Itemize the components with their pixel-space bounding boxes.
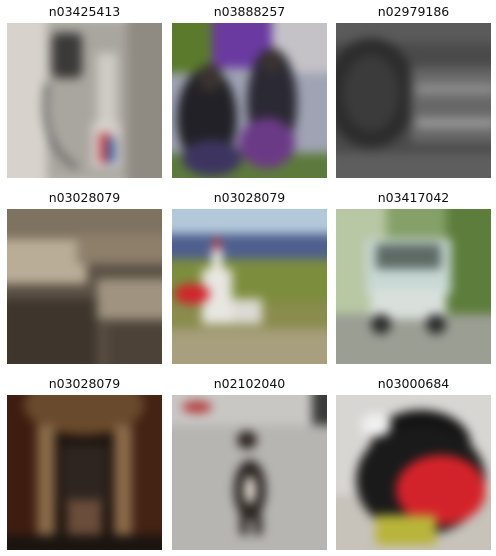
chainsaw-photo bbox=[336, 395, 491, 550]
church-interior-sepia-photo bbox=[7, 209, 162, 364]
tile-label: n03000684 bbox=[377, 376, 450, 391]
tile-label: n02102040 bbox=[213, 376, 286, 391]
tile-image bbox=[336, 209, 491, 364]
tile-image bbox=[7, 23, 162, 178]
dark-church-interior-photo bbox=[7, 395, 162, 550]
tile-image bbox=[172, 23, 327, 178]
tile-label: n03028079 bbox=[48, 190, 121, 205]
garbage-truck-photo bbox=[336, 209, 491, 364]
tile-image bbox=[172, 395, 327, 550]
dog-on-road-photo bbox=[172, 395, 327, 550]
cassette-player-photo bbox=[336, 23, 491, 178]
tile-label: n03417042 bbox=[377, 190, 450, 205]
tile-image bbox=[336, 395, 491, 550]
tile-label: n02979186 bbox=[377, 4, 450, 19]
parachute-photo bbox=[172, 23, 327, 178]
tile-label: n03425413 bbox=[48, 4, 121, 19]
tile-image bbox=[7, 209, 162, 364]
tile-label: n03028079 bbox=[213, 190, 286, 205]
tile-image bbox=[7, 395, 162, 550]
tile-label: n03028079 bbox=[48, 376, 121, 391]
white-church-photo bbox=[172, 209, 327, 364]
tile-label: n03888257 bbox=[213, 4, 286, 19]
tile-image bbox=[172, 209, 327, 364]
fuel-pump-photo bbox=[7, 23, 162, 178]
tile-image bbox=[336, 23, 491, 178]
